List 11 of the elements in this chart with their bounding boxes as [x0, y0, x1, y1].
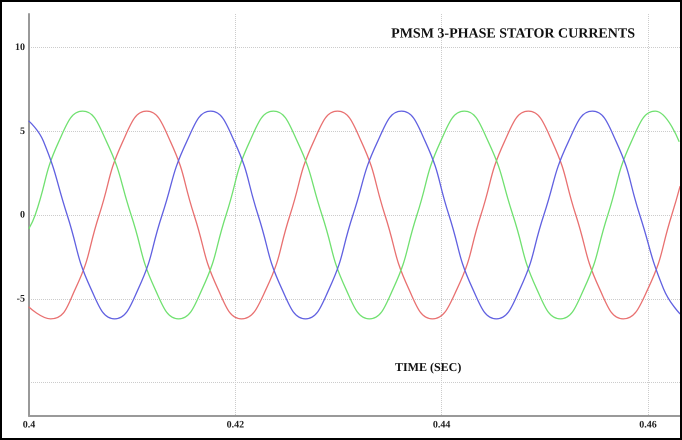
y-tick-label: 5	[20, 126, 25, 137]
text: PMSM 3-PHASE STATOR CURRENTS	[391, 26, 636, 42]
x-axis-title: TIME (SEC)	[395, 360, 462, 374]
y-tick-label: 0	[20, 210, 25, 220]
x-tick-label: 0.46	[639, 420, 657, 430]
x-tick-label: 0.44	[432, 420, 450, 430]
y-tick-label: -5	[16, 293, 25, 304]
x-tick-label: 0.42	[226, 420, 244, 430]
line-series	[28, 110, 680, 320]
y-tick-label: 10	[15, 42, 25, 53]
x-tick-label: 0.4	[22, 420, 36, 430]
